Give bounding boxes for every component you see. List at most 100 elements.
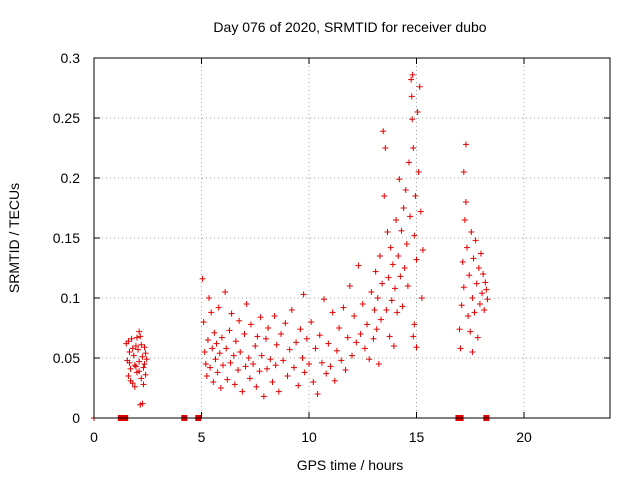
data-point — [460, 169, 467, 175]
data-point — [143, 356, 150, 363]
data-point — [209, 345, 216, 352]
data-point — [241, 331, 248, 337]
data-point — [210, 379, 217, 385]
data-point — [202, 361, 209, 367]
data-point — [254, 333, 261, 340]
data-point — [134, 334, 140, 341]
data-point — [333, 347, 340, 354]
data-point — [127, 365, 134, 372]
data-point — [316, 332, 323, 339]
data-point — [199, 275, 206, 282]
y-tick-label: 0.2 — [61, 170, 81, 186]
y-tick-label: 0.05 — [53, 350, 80, 366]
data-point — [484, 296, 491, 303]
data-point — [375, 361, 382, 367]
data-point — [469, 349, 476, 355]
data-point — [340, 304, 347, 311]
data-point — [278, 331, 285, 337]
data-point — [253, 383, 260, 390]
data-point — [480, 271, 487, 277]
data-point — [126, 359, 133, 366]
data-point — [264, 365, 271, 372]
data-point — [275, 388, 282, 395]
data-point — [206, 295, 213, 301]
data-point — [376, 253, 383, 259]
data-point — [130, 352, 137, 359]
data-point — [407, 213, 414, 220]
data-point — [318, 359, 325, 366]
data-point — [400, 205, 407, 211]
data-point — [351, 313, 358, 319]
data-point — [464, 244, 471, 251]
data-point — [200, 319, 207, 325]
data-point — [201, 349, 208, 355]
data-point — [396, 176, 403, 183]
data-point — [258, 352, 265, 359]
data-point — [395, 253, 402, 259]
data-point — [385, 274, 392, 281]
data-point — [411, 321, 418, 328]
data-point — [227, 359, 234, 366]
data-point — [476, 301, 483, 307]
data-point — [306, 361, 312, 367]
data-point — [342, 367, 349, 373]
data-point — [260, 393, 267, 400]
data-point — [338, 357, 345, 364]
data-point — [230, 352, 237, 359]
data-point — [456, 326, 463, 333]
plot-frame — [93, 57, 611, 419]
data-point — [128, 335, 135, 342]
data-point — [417, 208, 424, 215]
axis-ticks — [93, 57, 610, 419]
y-tick-label: 0.15 — [53, 230, 80, 246]
data-point — [409, 116, 416, 123]
data-point — [247, 321, 254, 328]
data-point — [293, 339, 300, 346]
data-point — [301, 369, 308, 376]
data-point — [372, 268, 379, 275]
data-point — [204, 337, 211, 343]
y-tick-label: 0.25 — [53, 110, 80, 126]
data-point — [141, 344, 148, 351]
data-point — [327, 363, 334, 370]
data-point — [300, 291, 307, 298]
data-point — [457, 345, 464, 352]
data-point — [226, 327, 233, 334]
data-point — [389, 261, 396, 268]
data-point — [125, 338, 132, 345]
x-tick-label: 0 — [90, 429, 98, 445]
data-point — [224, 376, 231, 383]
data-point — [222, 289, 229, 295]
data-point — [374, 295, 381, 301]
data-point — [483, 286, 490, 293]
data-point — [481, 307, 488, 313]
data-point — [329, 309, 336, 316]
data-point — [399, 303, 406, 310]
data-point — [308, 319, 315, 325]
data-point — [380, 128, 387, 135]
data-point — [373, 326, 380, 333]
data-point — [228, 310, 235, 317]
data-point — [295, 382, 302, 389]
data-point — [321, 296, 328, 303]
data-point — [272, 362, 279, 369]
data-point — [408, 93, 415, 100]
data-point — [208, 309, 215, 316]
data-point — [402, 187, 409, 193]
data-point — [265, 325, 272, 331]
data-point — [467, 328, 474, 335]
data-point — [207, 364, 214, 371]
data-point — [473, 280, 480, 287]
y-axis-label: SRMTID / TECUs — [6, 183, 22, 293]
data-point — [312, 345, 319, 352]
data-point — [355, 262, 362, 269]
data-point — [461, 217, 468, 223]
data-point — [475, 265, 482, 271]
data-point — [236, 317, 243, 324]
y-tick-label: 0 — [72, 410, 80, 426]
data-point — [325, 340, 332, 347]
data-point — [215, 304, 222, 311]
data-point — [218, 334, 225, 341]
data-point — [382, 145, 389, 151]
